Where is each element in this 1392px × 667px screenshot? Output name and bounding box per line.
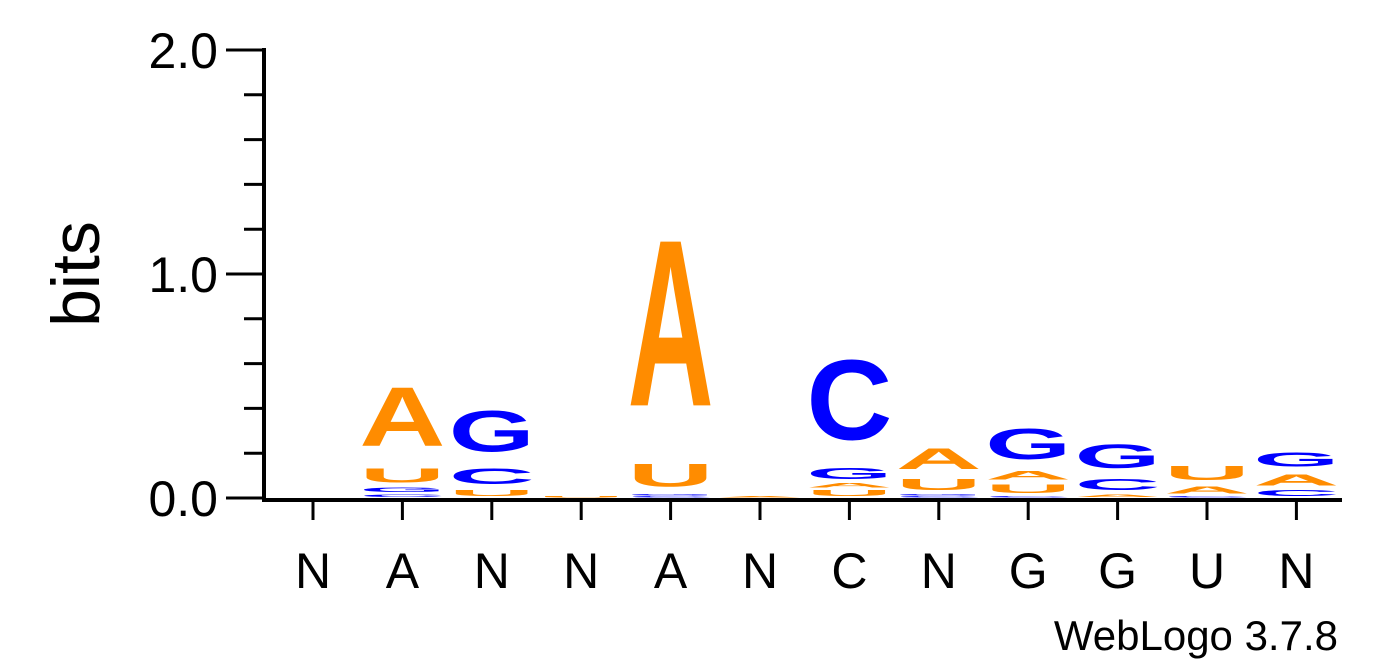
x-consensus-label: N bbox=[474, 543, 510, 599]
logo-letter-a: A bbox=[896, 442, 982, 476]
logo-letter-g: G bbox=[1253, 449, 1339, 471]
logo-letter-c: C bbox=[1253, 489, 1339, 498]
logo-letter-c: C bbox=[449, 464, 535, 489]
logo-letter-g: G bbox=[806, 464, 892, 482]
logo-letter-a: A bbox=[628, 190, 714, 456]
x-consensus-label: C bbox=[831, 543, 867, 599]
logo-letter-g: G bbox=[359, 487, 445, 494]
x-consensus-label: N bbox=[742, 543, 778, 599]
logo-letter-c: C bbox=[896, 496, 982, 498]
x-consensus-label: A bbox=[654, 543, 688, 599]
logo-letter-c: C bbox=[359, 494, 445, 498]
logo-letter-a: A bbox=[1253, 471, 1339, 489]
x-consensus-label: N bbox=[921, 543, 957, 599]
logo-letter-c: C bbox=[1164, 496, 1250, 498]
logo-letter-a: A bbox=[1164, 485, 1250, 496]
logo-letter-g: G bbox=[985, 419, 1071, 468]
x-consensus-label: A bbox=[386, 543, 420, 599]
y-tick-label: 2.0 bbox=[148, 23, 218, 79]
y-axis-ticks: 0.0 1.0 2.0 bbox=[148, 23, 264, 527]
x-consensus-label: G bbox=[1098, 543, 1137, 599]
logo-letter-a: A bbox=[717, 496, 803, 498]
x-consensus-label: N bbox=[563, 543, 599, 599]
logo-letter-g: G bbox=[449, 399, 535, 464]
logo-letter-u: U bbox=[896, 476, 982, 494]
y-axis-title: bits bbox=[38, 221, 114, 327]
logo-letter-a: A bbox=[806, 482, 892, 489]
logo-letter-a: A bbox=[359, 370, 445, 464]
logo-letter-c: C bbox=[1075, 476, 1161, 494]
logo-letter-g: G bbox=[628, 494, 714, 496]
weblogo-credit: WebLogo 3.7.8 bbox=[1054, 612, 1338, 659]
logo-letter-g: G bbox=[1075, 438, 1161, 476]
logo-letter-c: C bbox=[806, 336, 892, 464]
x-consensus-label: G bbox=[1009, 543, 1048, 599]
logo-letter-a: A bbox=[1075, 494, 1161, 498]
logo-letter-u: U bbox=[806, 489, 892, 498]
logo-letter-u: U bbox=[538, 496, 624, 498]
logo-letter-g: G bbox=[896, 494, 982, 496]
logo-letter-u: U bbox=[628, 458, 714, 494]
logo-letter-u: U bbox=[359, 465, 445, 487]
logo-letter-c: C bbox=[985, 496, 1071, 498]
logo-letter-a: A bbox=[985, 469, 1071, 482]
logo-letter-c: C bbox=[628, 496, 714, 498]
logo-letter-u: U bbox=[1164, 462, 1250, 484]
x-consensus-label: N bbox=[1278, 543, 1314, 599]
y-tick-label: 1.0 bbox=[148, 247, 218, 303]
logo-letter-u: U bbox=[985, 482, 1071, 495]
x-consensus-label: N bbox=[295, 543, 331, 599]
logo-letter-u: U bbox=[449, 489, 535, 498]
x-consensus-label: U bbox=[1189, 543, 1225, 599]
y-tick-label: 0.0 bbox=[148, 471, 218, 527]
